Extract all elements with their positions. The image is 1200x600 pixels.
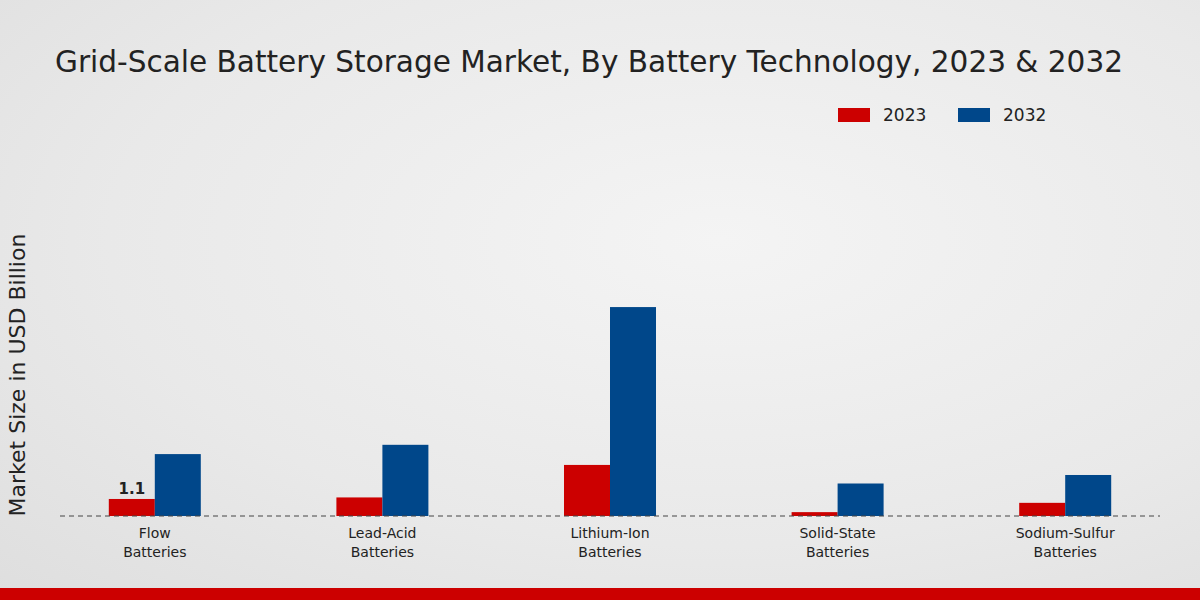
chart-root: Grid-Scale Battery Storage Market, By Ba… <box>0 0 1200 600</box>
bar <box>792 512 838 516</box>
legend-swatch <box>838 108 870 122</box>
bar <box>336 497 382 516</box>
title: Grid-Scale Battery Storage Market, By Ba… <box>55 43 1123 79</box>
bar <box>155 454 201 516</box>
bars <box>109 307 1111 516</box>
x-tick-label: Lithium-IonBatteries <box>570 525 649 560</box>
legend-swatch <box>958 108 990 122</box>
legend-label: 2023 <box>883 105 926 125</box>
bar <box>838 484 884 517</box>
y-axis-label: Market Size in USD Billion <box>5 234 30 517</box>
x-tick-label: Sodium-SulfurBatteries <box>1016 525 1115 560</box>
bar <box>1065 475 1111 516</box>
baseline <box>60 516 1160 517</box>
x-tick-label: FlowBatteries <box>123 525 186 560</box>
x-tick-label: Solid-StateBatteries <box>799 525 875 560</box>
bar <box>1019 503 1065 516</box>
bar <box>382 445 428 516</box>
bar <box>564 465 610 516</box>
x-tick-label: Lead-AcidBatteries <box>348 525 416 560</box>
footer-band <box>0 588 1200 600</box>
data-label: 1.1 <box>119 480 146 498</box>
legend-label: 2032 <box>1003 105 1046 125</box>
bar <box>610 307 656 516</box>
bar <box>109 499 155 516</box>
